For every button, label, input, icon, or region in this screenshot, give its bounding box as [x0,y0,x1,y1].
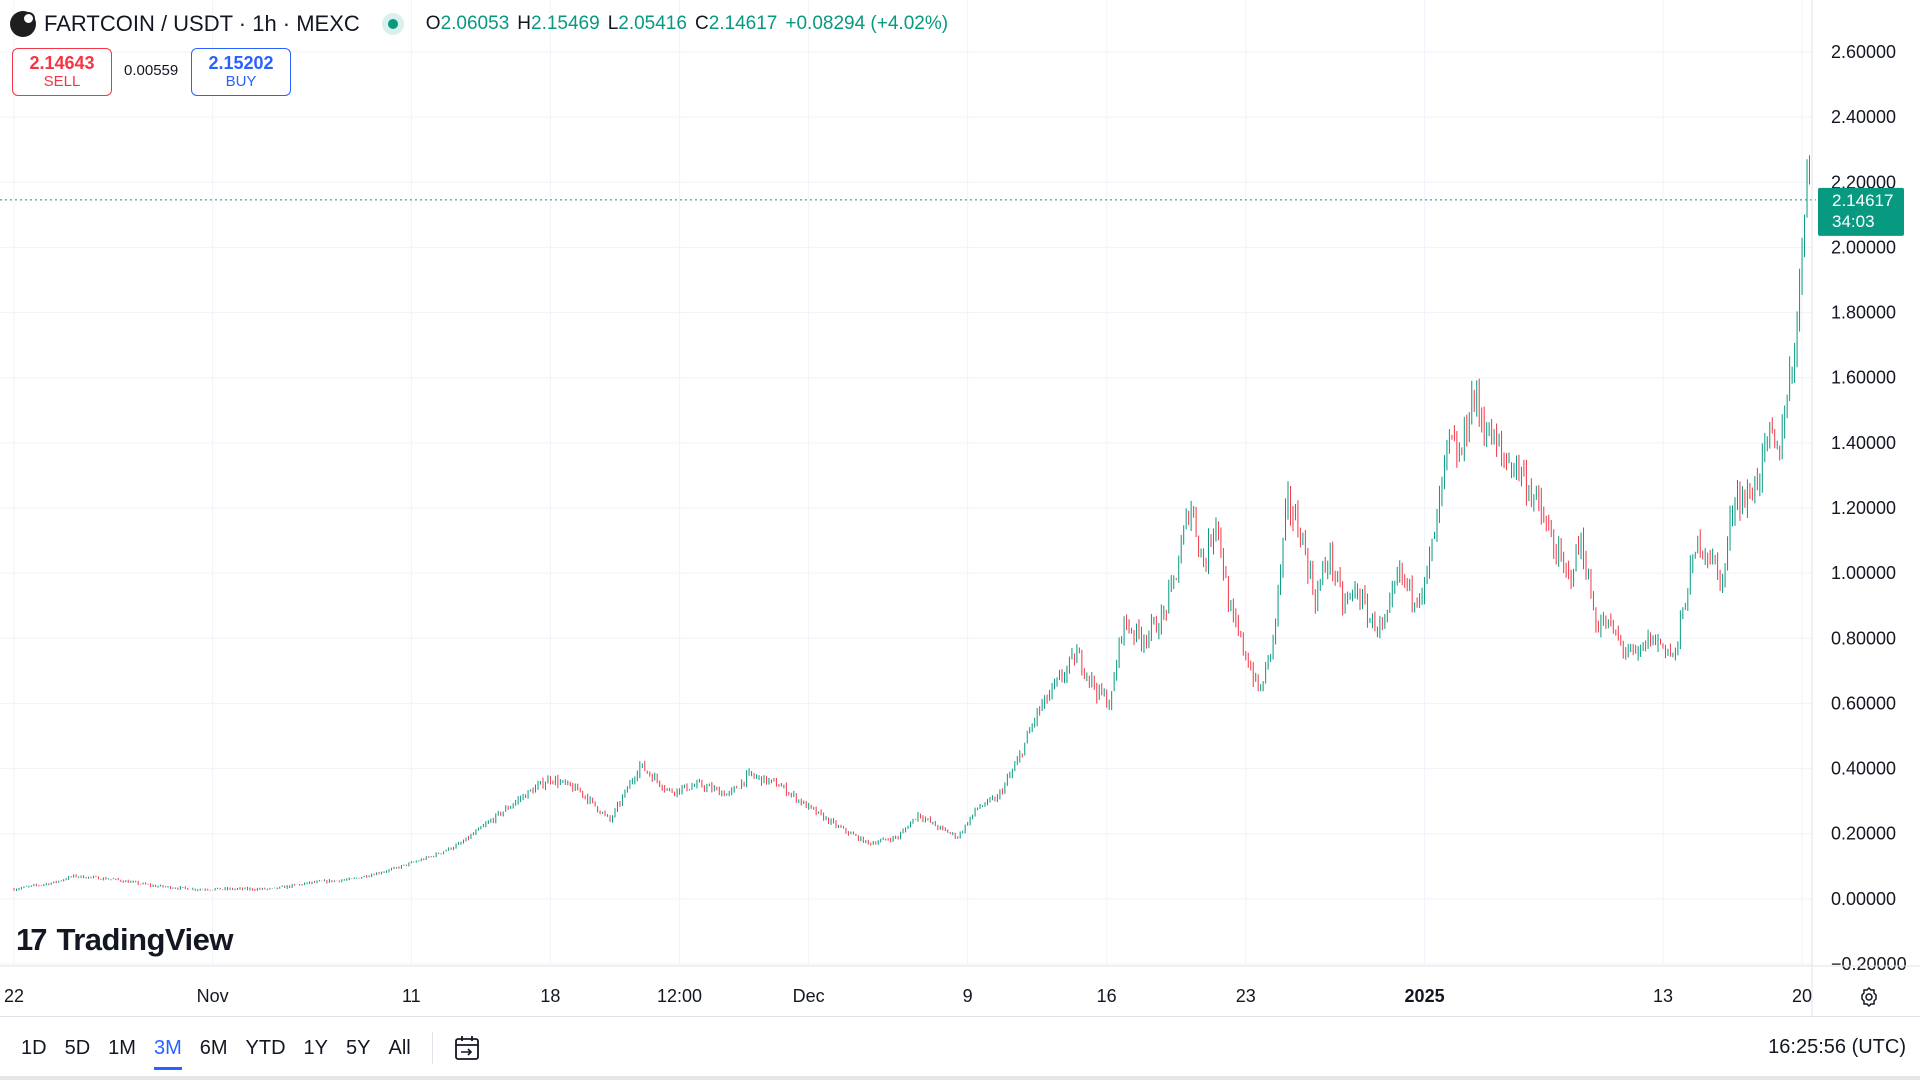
settings-gear-icon [1861,986,1877,1008]
buy-button[interactable]: 2.15202 BUY [191,48,291,96]
utc-clock[interactable]: 16:25:56 (UTC) [1768,1036,1906,1058]
close-value: 2.14617 [708,13,778,34]
y-tick-label: 0.40000 [1831,759,1896,779]
sell-price: 2.14643 [29,53,95,73]
x-tick-label: 18 [540,986,560,1006]
x-tick-label: 20 [1792,986,1812,1006]
range-button-3m[interactable]: 3M [145,1030,191,1070]
y-tick-label: 2.40000 [1831,107,1896,127]
y-tick-label: 0.20000 [1831,824,1896,844]
y-tick-label: 1.00000 [1831,563,1896,583]
y-tick-label: 0.60000 [1831,693,1896,713]
time-axis[interactable]: 22 Nov 11 18 12:00 Dec 9 16 23 2025 13 20 [0,965,1920,1006]
range-button-1m[interactable]: 1M [108,1036,136,1059]
high-value: 2.15469 [531,13,600,34]
grid-lines [0,0,1812,965]
sell-label: SELL [43,73,81,90]
open-value: 2.06053 [440,13,510,34]
symbol-title[interactable]: FARTCOIN / USDT · 1h · MEXC [44,11,360,36]
current-price-value: 2.14617 [1832,191,1893,210]
date-range-buttons: 1D 5D 1M 3M 6M YTD 1Y 5Y All [12,1030,420,1070]
close-label: C [694,13,709,34]
x-tick-label: 16 [1097,986,1117,1006]
range-button-5y[interactable]: 5Y [346,1036,371,1059]
tradingview-mark-icon: 17 [16,922,48,957]
x-tick-label: 9 [963,986,973,1006]
candle-countdown: 34:03 [1832,212,1875,231]
low-label: L [607,13,619,34]
symbol-header: FARTCOIN / USDT · 1h · MEXC O 2.06053 H 2.… [10,8,948,40]
x-tick-label: 11 [402,986,421,1006]
low-value: 2.05416 [618,13,687,34]
axis-settings-button[interactable] [1854,982,1884,1012]
y-tick-label: 0.00000 [1831,889,1896,909]
range-button-all[interactable]: All [388,1036,411,1059]
x-tick-label: 12:00 [657,986,702,1006]
bottom-scroll-strip [0,1076,1920,1080]
range-button-5d[interactable]: 5D [64,1036,91,1059]
range-button-6m[interactable]: 6M [199,1036,228,1059]
candles [13,155,1813,892]
change-value: +0.08294 (+4.02%) [785,13,949,34]
buy-price: 2.15202 [208,53,274,73]
y-tick-label: 1.60000 [1831,368,1896,388]
fartcoin-logo-icon [10,11,36,37]
calendar-icon [454,1035,479,1060]
price-axis[interactable]: 2.60000 2.40000 2.20000 2.00000 1.80000 1.600… [1811,0,1907,1016]
x-tick-label: Nov [197,986,229,1006]
x-tick-label: 2025 [1405,986,1445,1006]
bottom-toolbar: 1D 5D 1M 3M 6M YTD 1Y 5Y All 16:25:56 (UTC) [0,1016,1920,1078]
range-button-1y[interactable]: 1Y [303,1036,329,1059]
open-label: O [425,13,441,34]
y-tick-label: 0.80000 [1831,628,1896,648]
y-tick-label: 2.00000 [1831,237,1896,257]
high-label: H [517,13,531,34]
y-tick-label: −0.20000 [1831,954,1907,974]
y-tick-label: 2.60000 [1831,42,1896,62]
price-chart[interactable]: 2.60000 2.40000 2.20000 2.00000 1.80000 1.600… [0,0,1920,1020]
range-button-1d[interactable]: 1D [21,1036,47,1059]
ohlc-values: O 2.06053 H 2.15469 L 2.05416 C 2.14617 +0.0… [426,13,948,35]
go-to-date-button[interactable] [449,1030,485,1066]
x-tick-label: 23 [1236,986,1256,1006]
market-open-status-icon[interactable] [381,13,404,35]
y-tick-label: 1.40000 [1831,433,1896,453]
tradingview-logo[interactable]: 17 TradingView [16,922,234,958]
sell-button[interactable]: 2.14643 SELL [12,48,112,96]
x-tick-label: 13 [1653,986,1673,1006]
x-tick-label: 22 [4,986,24,1006]
y-tick-label: 1.20000 [1831,498,1896,518]
y-tick-label: 2.20000 [1831,172,1896,192]
y-tick-label: 1.80000 [1831,303,1896,323]
toolbar-divider [431,1031,433,1064]
spread-value: 0.00559 [124,62,179,79]
range-button-ytd[interactable]: YTD [245,1036,286,1059]
x-tick-label: Dec [793,986,825,1006]
buy-label: BUY [225,73,257,90]
current-price-label: 2.14617 34:03 [1818,187,1904,236]
tradingview-logo-text: TradingView [56,922,234,957]
